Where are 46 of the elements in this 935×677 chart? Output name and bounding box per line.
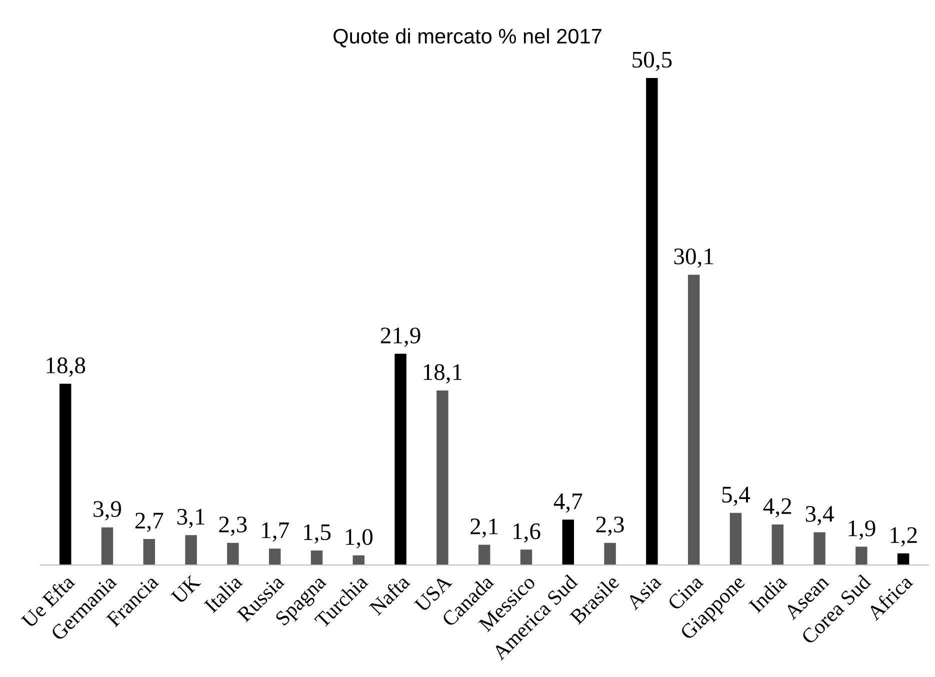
bar: [436, 390, 448, 565]
bar: [646, 78, 658, 565]
bar: [856, 546, 868, 565]
data-label: 5,4: [722, 486, 750, 506]
data-label: 50,5: [632, 52, 672, 72]
bar: [814, 532, 826, 565]
data-label: 21,9: [380, 328, 420, 347]
data-label: 2,1: [470, 518, 498, 538]
bar: [562, 520, 574, 565]
data-label: 2,7: [135, 512, 164, 532]
data-label: 3,4: [806, 506, 834, 526]
x-tick-label: India: [748, 574, 788, 614]
bar: [143, 538, 156, 565]
bar: [478, 544, 490, 565]
data-label: 2,3: [596, 516, 624, 536]
bar: [897, 553, 910, 565]
data-label: 4,7: [554, 494, 582, 513]
bar: [688, 274, 700, 565]
bar: [352, 555, 364, 565]
chart-title: Quote di mercato % nel 2017: [334, 28, 602, 48]
x-tick-label: UK: [170, 574, 202, 605]
bar: [185, 535, 197, 565]
data-label: 2,3: [219, 516, 247, 536]
data-label: 1,2: [890, 527, 917, 546]
bar: [268, 548, 281, 565]
bar: [310, 550, 323, 565]
data-label: 3,9: [94, 501, 122, 520]
bar: [227, 542, 239, 565]
data-label: 1,9: [848, 520, 876, 540]
bar: [730, 512, 742, 565]
data-label: 4,2: [763, 498, 792, 518]
data-label: 3,1: [177, 508, 204, 528]
data-label: 30,1: [674, 248, 714, 268]
bar: [772, 524, 784, 565]
bar: [394, 354, 406, 565]
data-label: 18,1: [424, 364, 462, 384]
bar: [520, 550, 532, 565]
x-tick-label: Asia: [626, 574, 662, 611]
data-label: 1,7: [262, 522, 289, 542]
data-label: 1,0: [346, 529, 372, 548]
data-label: 1,6: [514, 523, 540, 543]
bar: [604, 542, 616, 565]
data-label: 1,5: [304, 524, 331, 544]
data-label: 18,8: [46, 357, 86, 377]
bar: [59, 384, 72, 565]
bar: [101, 527, 114, 565]
